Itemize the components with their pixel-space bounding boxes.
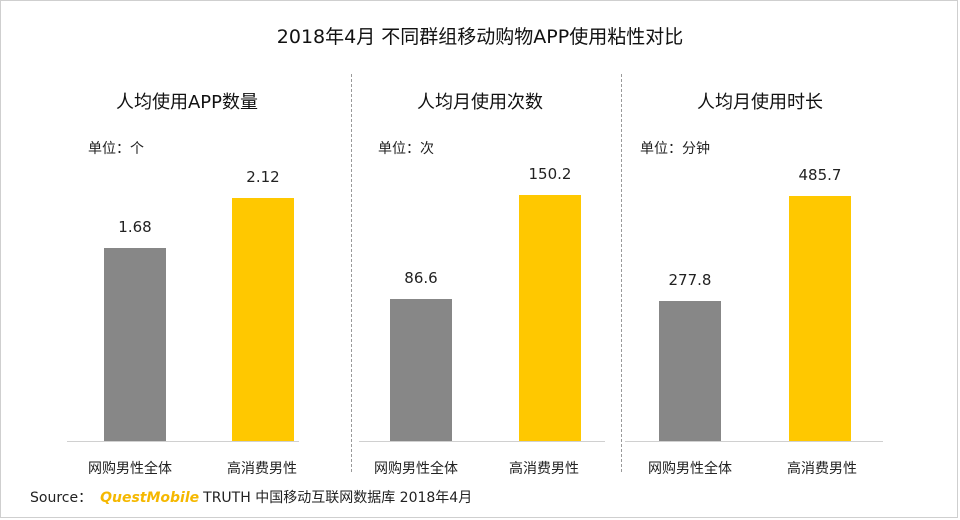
x-axis-baseline — [359, 441, 605, 442]
category-label: 网购男性全体 — [374, 461, 458, 477]
value-label: 86.6 — [404, 269, 438, 287]
value-label: 150.2 — [528, 165, 572, 183]
bar-high-spending-male — [789, 196, 851, 441]
value-label: 277.8 — [668, 271, 712, 289]
panel-monthly-sessions: 人均月使用次数 单位：次 86.6 150.2 网购男性全体 高消费男性 — [345, 0, 615, 520]
bar-high-spending-male — [232, 198, 294, 441]
bar-general-male — [659, 301, 721, 441]
source-prefix: Source： — [30, 490, 93, 506]
panel-divider — [351, 74, 352, 472]
source-note: Source： QuestMobile TRUTH 中国移动互联网数据库 2018年… — [30, 487, 472, 507]
source-brand: QuestMobile — [100, 490, 200, 506]
panel-app-count: 人均使用APP数量 单位：个 1.68 2.12 网购男性全体 高消费男性 — [52, 0, 322, 520]
x-axis-baseline — [67, 441, 299, 442]
unit-label: 单位：次 — [378, 141, 434, 157]
value-label: 485.7 — [798, 166, 842, 184]
chart-title: 2018年4月 不同群组移动购物APP使用粘性对比 — [276, 26, 684, 48]
panel-divider — [621, 74, 622, 472]
panel-monthly-duration: 人均月使用时长 单位：分钟 277.8 485.7 网购男性全体 高消费男性 — [625, 0, 895, 520]
bar-general-male — [390, 299, 452, 441]
value-label: 1.68 — [118, 218, 152, 236]
bar-high-spending-male — [519, 195, 581, 441]
category-label: 高消费男性 — [787, 461, 857, 477]
panel-title: 人均月使用时长 — [697, 92, 823, 113]
source-text: TRUTH 中国移动互联网数据库 2018年4月 — [203, 490, 473, 506]
category-label: 高消费男性 — [227, 461, 297, 477]
category-label: 网购男性全体 — [88, 461, 172, 477]
panel-title: 人均使用APP数量 — [115, 92, 259, 113]
bar-general-male — [104, 248, 166, 441]
value-label: 2.12 — [246, 168, 280, 186]
unit-label: 单位：个 — [88, 141, 144, 157]
x-axis-baseline — [625, 441, 883, 442]
category-label: 高消费男性 — [509, 461, 579, 477]
panel-title: 人均月使用次数 — [417, 92, 543, 113]
category-label: 网购男性全体 — [648, 461, 732, 477]
unit-label: 单位：分钟 — [640, 141, 710, 157]
